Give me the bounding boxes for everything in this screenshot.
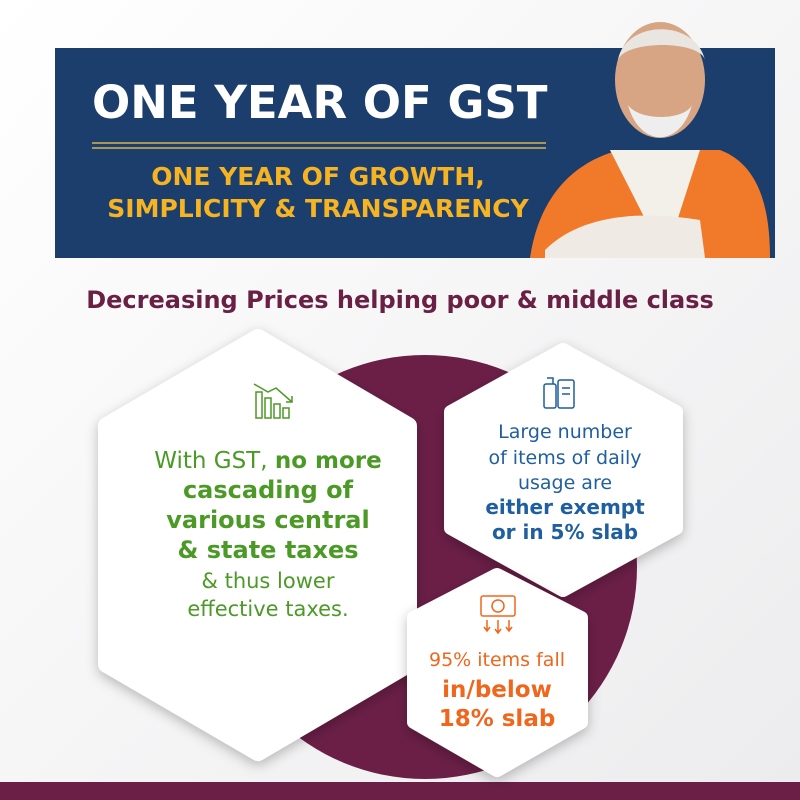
footer-bar	[0, 782, 800, 800]
card-line: in/below	[442, 677, 552, 703]
card-line: either exempt	[485, 495, 645, 519]
card-line: 18% slab	[439, 706, 556, 732]
hexagon	[407, 568, 588, 777]
icon-groceries	[543, 377, 575, 409]
card-text: Large number	[498, 421, 632, 443]
card-text: cascading of	[183, 476, 354, 504]
card-text: usage are	[518, 472, 612, 494]
card-text: With GST,	[154, 448, 275, 474]
card-line: or in 5% slab	[492, 520, 638, 544]
card-text: no more	[275, 448, 382, 474]
card-text: in/below	[442, 677, 552, 703]
card-line: Large number	[498, 421, 632, 443]
card-text: or in 5% slab	[492, 520, 638, 544]
hexagon	[444, 343, 683, 597]
card-text: various central	[166, 506, 369, 534]
card-text: 18% slab	[439, 706, 556, 732]
subtitle: SIMPLICITY & TRANSPARENCY	[107, 194, 529, 223]
card-line: With GST, no more	[154, 448, 382, 474]
card-text: of items of daily	[488, 447, 641, 469]
card-line: of items of daily	[488, 447, 641, 469]
card-line: & thus lower	[202, 569, 335, 593]
card-line: 95% items fall	[429, 649, 565, 671]
card-text: & state taxes	[177, 536, 358, 564]
card-line: effective taxes.	[187, 597, 348, 621]
card-line: & state taxes	[177, 536, 358, 564]
portrait	[530, 22, 770, 258]
icon-rupee	[480, 595, 516, 635]
card-text: 95% items fall	[429, 649, 565, 671]
hexagon	[98, 329, 417, 761]
card-line: various central	[166, 506, 369, 534]
card-line: usage are	[518, 472, 612, 494]
title: ONE YEAR OF GST	[92, 76, 548, 129]
subtitle: ONE YEAR OF GROWTH,	[151, 162, 485, 191]
card-line: cascading of	[183, 476, 354, 504]
icon-chart	[253, 383, 293, 419]
card-text: & thus lower	[202, 569, 335, 593]
card-text: effective taxes.	[187, 597, 348, 621]
heading: Decreasing Prices helping poor & middle …	[86, 286, 714, 314]
card-text: either exempt	[485, 495, 645, 519]
